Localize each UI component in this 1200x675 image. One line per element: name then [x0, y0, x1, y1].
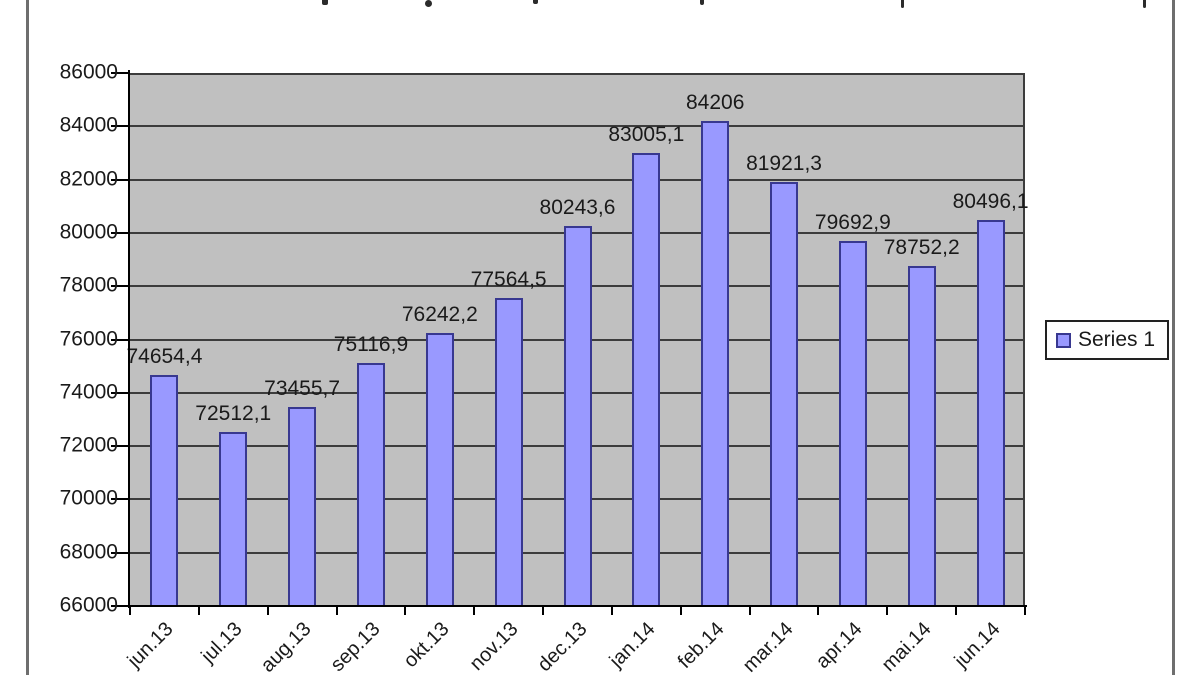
legend-series-label: Series 1 [1078, 328, 1156, 351]
x-axis-tick [266, 607, 269, 615]
bar[interactable] [288, 407, 317, 606]
x-axis-category-label: nov.13 [465, 618, 523, 675]
gridline [130, 178, 1025, 181]
bar[interactable] [219, 432, 248, 606]
clipped-title-fragment [901, 0, 904, 8]
bar-value-label: 79692,9 [814, 211, 891, 235]
clipped-title-fragment [1143, 0, 1146, 8]
y-axis-tick-label: 78000 [59, 273, 118, 297]
y-axis-tick [111, 285, 128, 288]
y-axis-tick-label: 76000 [59, 327, 118, 351]
bar-value-label: 81921,3 [746, 151, 822, 175]
y-axis-tick [111, 551, 128, 554]
y-axis-tick-label: 86000 [59, 60, 118, 84]
y-axis-tick [111, 605, 128, 607]
legend[interactable]: Series 1 [1045, 320, 1169, 360]
clipped-title-fragment [533, 0, 538, 4]
bar[interactable] [150, 375, 179, 606]
bar-value-label: 76242,2 [401, 303, 478, 327]
bar-value-label: 74654,4 [126, 345, 203, 369]
x-axis-tick [955, 607, 958, 615]
series-marker-icon [1056, 332, 1071, 348]
x-axis-category-label: jun.14 [950, 618, 1005, 673]
x-axis-category-label: sep.13 [326, 618, 385, 675]
x-axis-category-label: okt.13 [399, 618, 454, 673]
x-axis-tick [1024, 607, 1026, 615]
x-axis-tick [129, 607, 131, 615]
x-axis-category-label: jan.14 [605, 618, 660, 673]
x-axis-tick [748, 607, 751, 615]
bar[interactable] [838, 241, 867, 606]
bar[interactable] [701, 120, 730, 606]
bar-value-label: 75116,9 [333, 333, 409, 357]
bar[interactable] [563, 226, 592, 606]
y-axis-tick-label: 66000 [59, 593, 118, 617]
gridline [130, 125, 1025, 128]
y-axis-tick [111, 231, 128, 234]
bar[interactable] [494, 297, 523, 606]
x-axis-tick [335, 607, 338, 615]
x-axis-category-label: jun.13 [123, 618, 178, 673]
x-axis-tick [197, 607, 200, 615]
y-axis-tick-label: 80000 [59, 220, 118, 244]
window-border-right [1172, 0, 1175, 675]
bar[interactable] [907, 266, 936, 606]
x-axis-category-label: aug.13 [256, 618, 316, 675]
y-axis-tick-label: 68000 [59, 540, 118, 564]
y-axis-tick [111, 72, 128, 74]
x-axis-category-label: apr.14 [811, 618, 867, 673]
window-border-left [26, 0, 29, 675]
bar-value-label: 73455,7 [264, 377, 341, 401]
bar-value-label: 80496,1 [952, 189, 1029, 213]
x-axis-category-label: dec.13 [533, 618, 592, 675]
x-axis-line [128, 605, 1027, 607]
bar-value-label: 80243,6 [539, 196, 616, 220]
x-axis-tick [473, 607, 476, 615]
clipped-title-fragment [700, 0, 704, 5]
bar-value-label: 83005,1 [608, 122, 685, 146]
bar-value-label: 72512,1 [195, 402, 272, 426]
y-axis-tick-label: 84000 [59, 113, 118, 137]
x-axis-tick [542, 607, 545, 615]
y-axis-tick [111, 338, 128, 341]
bar[interactable] [770, 181, 799, 606]
bar[interactable] [976, 219, 1005, 606]
x-axis-category-label: mar.14 [738, 618, 798, 675]
x-axis-category-label: feb.14 [673, 618, 729, 673]
bar-value-label: 77564,5 [470, 267, 547, 291]
x-axis-category-label: mai.14 [877, 618, 936, 675]
y-axis-line [128, 70, 130, 608]
bar-value-label: 84206 [685, 90, 745, 114]
y-axis-tick [111, 391, 128, 394]
y-axis-tick-label: 74000 [59, 380, 118, 404]
bar[interactable] [632, 152, 661, 606]
y-axis-tick [111, 498, 128, 501]
bar[interactable] [356, 363, 385, 606]
clipped-title-fragment [425, 0, 432, 7]
y-axis-tick-label: 70000 [59, 486, 118, 510]
y-axis-tick-label: 82000 [59, 167, 118, 191]
y-axis-tick [111, 445, 128, 448]
y-axis-tick [111, 178, 128, 181]
x-axis-tick [886, 607, 889, 615]
y-axis-tick-label: 72000 [59, 433, 118, 457]
bar-value-label: 78752,2 [883, 236, 960, 260]
x-axis-tick [404, 607, 407, 615]
x-axis-tick [817, 607, 820, 615]
x-axis-tick [610, 607, 613, 615]
y-axis-tick [111, 125, 128, 128]
x-axis-category-label: jul.13 [197, 618, 247, 668]
x-axis-tick [679, 607, 682, 615]
bar[interactable] [425, 333, 454, 606]
clipped-title-fragment [322, 0, 328, 5]
